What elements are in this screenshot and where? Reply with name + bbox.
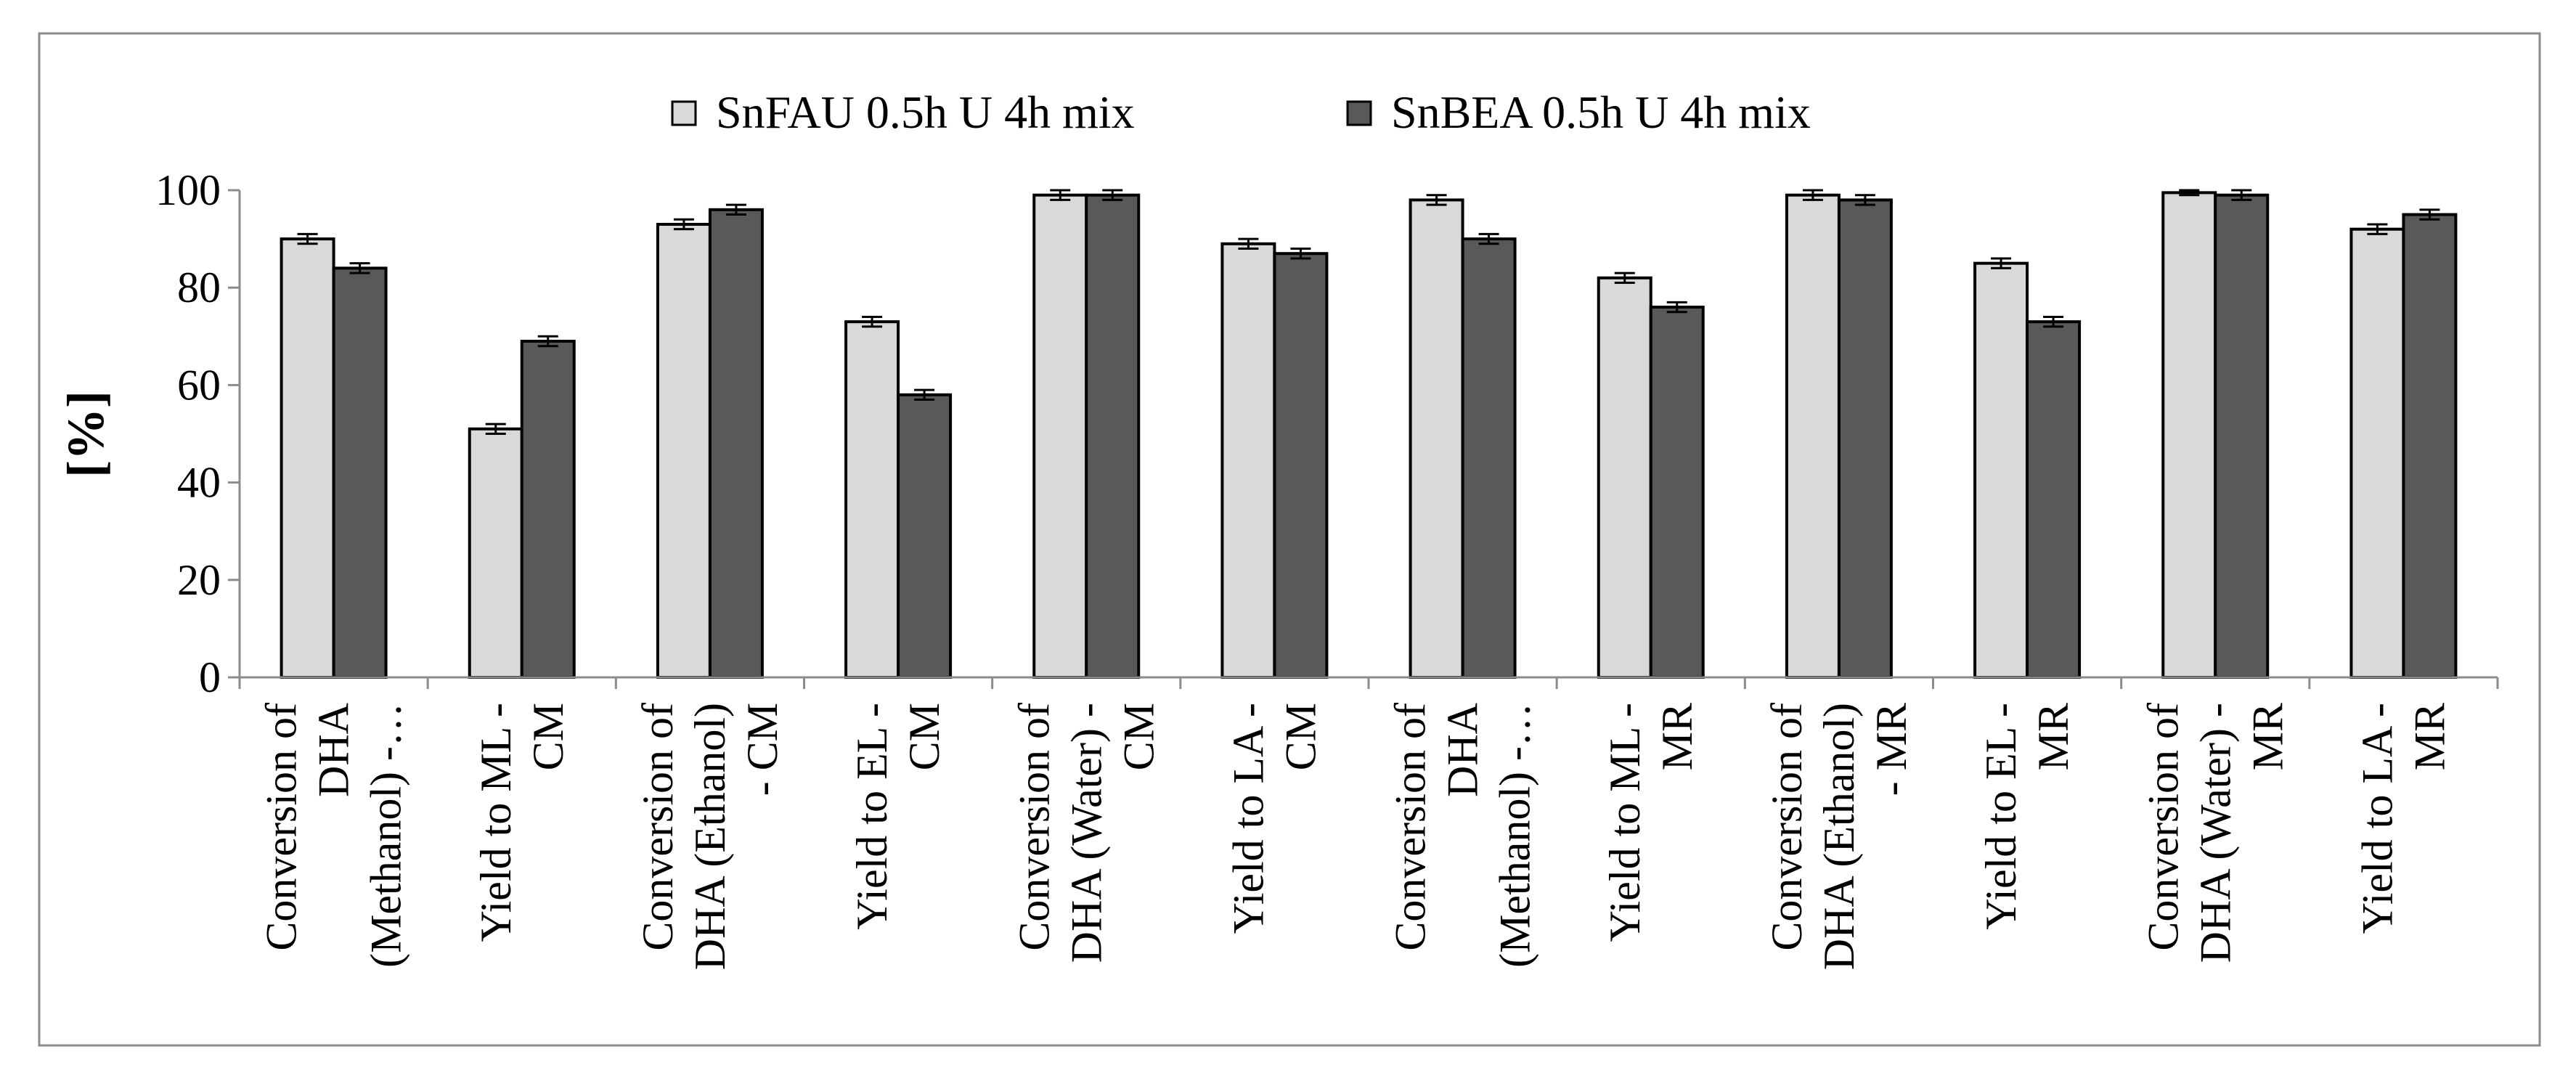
x-category-label: Conversion of [1010,703,1058,951]
y-tick-label: 100 [155,166,221,214]
x-category-label: MR [1653,703,1701,770]
bar-series-2-8 [1649,306,1705,679]
bar-series-2-6 [1273,252,1329,680]
x-category-label: CM [524,703,572,770]
bars [280,189,2458,680]
bar-series-1-5 [1032,193,1088,679]
x-category-label: CM [1276,703,1324,770]
x-category-label: Yield to EL - [848,703,896,930]
x-category-label: Yield to LA - [1224,703,1272,934]
x-category-label: - MR [1867,703,1915,796]
x-category-label: CM [900,703,948,770]
legend-swatch-series-1 [671,100,697,126]
y-tick-label: 0 [199,653,221,701]
bar-series-1-8 [1597,276,1652,679]
bar-series-1-9 [1785,193,1841,679]
bar-series-2-3 [708,208,764,679]
x-category-label: Yield to ML - [1601,703,1649,942]
bar-series-1-6 [1220,242,1276,679]
y-tick-label: 40 [177,459,221,507]
y-axis-title: [%] [57,391,115,478]
bar-series-2-9 [1837,198,1893,680]
y-axis: 0 20 40 60 80 100 [155,166,241,701]
x-category-label: Conversion of [1387,703,1435,951]
x-category-label: Conversion of [258,703,306,951]
bar-series-1-11 [2161,191,2217,680]
legend-label-series-2: SnBEA 0.5h U 4h mix [1391,86,1811,138]
bar-series-2-12 [2402,213,2458,679]
bar-series-2-5 [1085,193,1141,679]
x-category-label: DHA (Ethanol) [686,703,734,970]
x-category-label: Conversion of [1763,703,1811,951]
bar-series-2-4 [897,393,953,679]
x-category-label: DHA (Water) - [2191,703,2239,963]
x-category-label: - CM [738,703,786,796]
x-category-label: (Methanol) -… [362,703,410,968]
legend-label-series-1: SnFAU 0.5h U 4h mix [716,86,1135,138]
y-tick-label: 80 [177,264,221,311]
x-category-label: MR [2243,703,2291,770]
bar-series-2-2 [520,340,576,679]
bar-series-2-10 [2026,320,2082,679]
x-category-label: DHA [310,703,358,797]
legend-swatch-series-2 [1346,100,1372,126]
bar-series-1-4 [844,320,900,679]
bar-series-1-10 [1973,261,2029,679]
x-category-label: MR [2405,703,2453,770]
x-category-label: Conversion of [634,703,682,951]
bar-series-1-1 [280,237,335,680]
x-category-label: MR [2029,703,2077,770]
bar-series-2-11 [2214,193,2270,679]
bar-series-1-3 [656,222,712,680]
x-category-label: Conversion of [2139,703,2187,951]
y-tick-label: 20 [177,556,221,604]
x-category-label: (Methanol) -… [1491,703,1539,968]
x-category-label: Yield to ML - [472,703,520,942]
x-category-label: CM [1114,703,1162,770]
legend: SnFAU 0.5h U 4h mix SnBEA 0.5h U 4h mix [671,86,1811,138]
bar-series-1-2 [468,427,523,679]
bar-series-2-1 [332,266,388,679]
x-category-label: Yield to LA - [2353,703,2401,934]
bar-series-1-7 [1409,198,1464,680]
bar-series-1-12 [2349,227,2405,679]
bar-series-2-7 [1461,237,1517,680]
x-category-label: DHA (Water) - [1062,703,1110,963]
x-axis: Conversion of DHA (Methanol) -… Yield to ML… [238,676,2499,970]
y-tick-label: 60 [177,361,221,409]
x-category-label: Yield to EL - [1977,703,2025,930]
x-category-label: DHA (Ethanol) [1815,703,1863,970]
x-category-label: DHA [1439,703,1487,797]
